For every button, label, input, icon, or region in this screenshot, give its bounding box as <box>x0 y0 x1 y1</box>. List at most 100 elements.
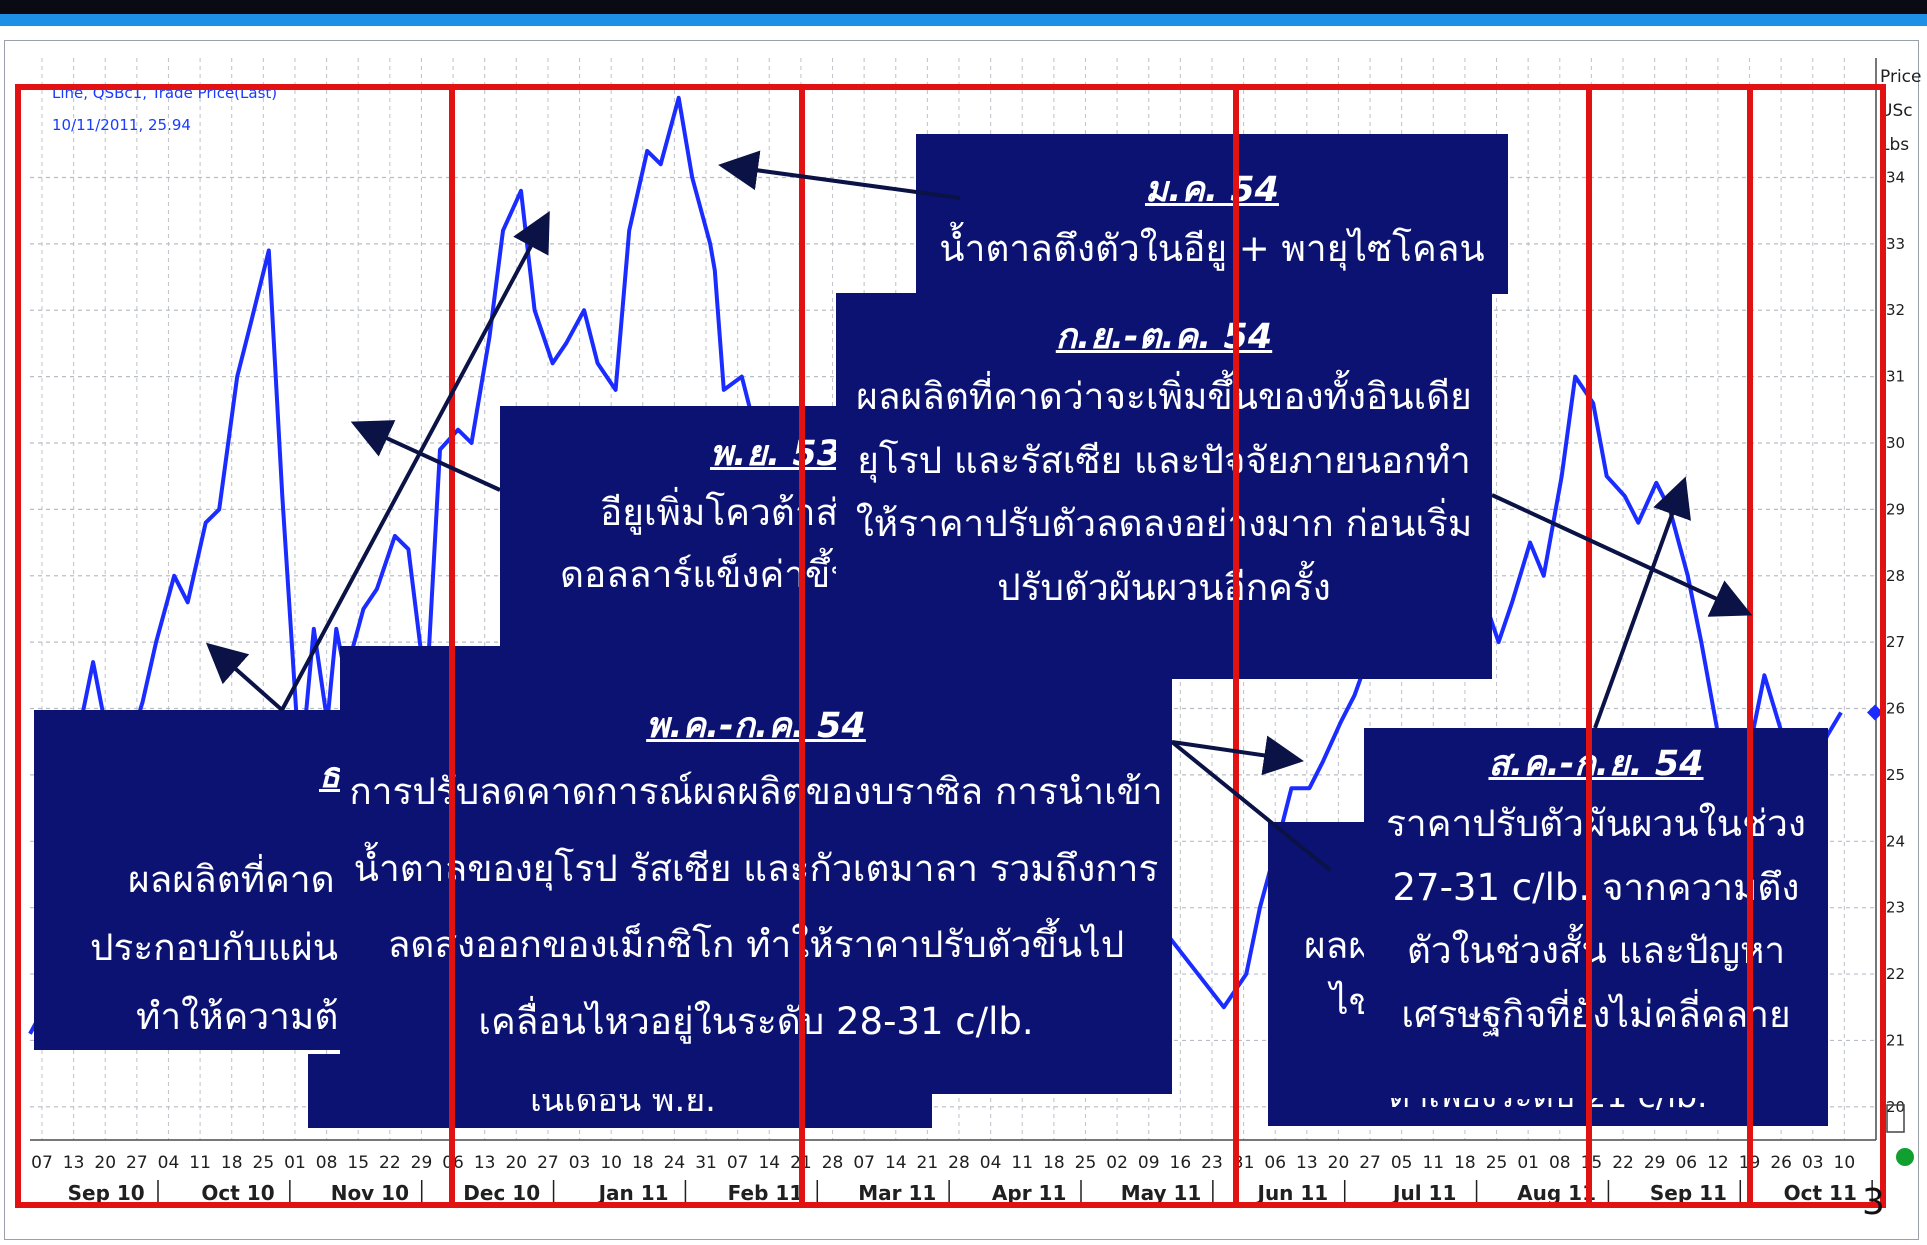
annotation-title-jan: ม.ค. 54 <box>1145 170 1279 210</box>
annotation-title-may-jul: พ.ค.-ก.ค. 54 <box>646 706 866 746</box>
last-price-marker <box>1866 704 1883 721</box>
x-day-tick-label: 11 <box>189 1153 211 1173</box>
x-day-tick-label: 26 <box>1770 1153 1792 1173</box>
status-dot <box>1896 1148 1914 1166</box>
price-axis-label-1: Price <box>1880 67 1921 87</box>
x-day-tick-label: 18 <box>632 1153 654 1173</box>
x-day-tick-label: 07 <box>31 1153 53 1173</box>
x-day-tick-label: 04 <box>980 1153 1002 1173</box>
annotation-line: น้ำตาลตึงตัวในอียู + พายุไซโคลน <box>939 227 1485 270</box>
x-day-tick-label: 13 <box>63 1153 85 1173</box>
x-day-tick-label: 15 <box>347 1153 369 1173</box>
annotation-line: การปรับลดคาดการณ์ผลผลิตของบราซิล การนำเข… <box>349 770 1163 813</box>
x-day-tick-label: 18 <box>221 1153 243 1173</box>
x-day-tick-label: 04 <box>158 1153 180 1173</box>
annotation-title-aug-sep: ส.ค.-ก.ย. 54 <box>1488 744 1704 784</box>
scroll-box-icon[interactable] <box>1886 1104 1905 1133</box>
y-tick-label: 20 <box>1886 1098 1905 1116</box>
x-day-tick-label: 11 <box>1422 1153 1444 1173</box>
x-month-tick-label: Jan 11 <box>597 1181 669 1205</box>
price-axis-label-3: Lbs <box>1880 135 1909 155</box>
y-tick-label: 24 <box>1886 832 1905 850</box>
x-day-tick-label: 11 <box>1011 1153 1033 1173</box>
x-day-tick-label: 25 <box>1486 1153 1508 1173</box>
annotation-line: ผลผลิตที่คาดว่าจะเพิ่มขึ้นของทั้งอินเดีย <box>856 375 1472 418</box>
x-day-tick-label: 18 <box>1043 1153 1065 1173</box>
y-tick-label: 27 <box>1886 633 1905 651</box>
x-day-tick-label: 23 <box>1201 1153 1223 1173</box>
page-number: 3 <box>1862 1182 1885 1223</box>
legend-line-1: Line, QSBc1, Trade Price(Last) <box>52 84 277 102</box>
x-month-tick-label: Feb 11 <box>728 1181 804 1205</box>
x-month-tick-label: Apr 11 <box>992 1181 1066 1205</box>
annotation-box-nov: พ.ย. 53 อียูเพิ่มโควต้าส่งออก ดอลลาร์แข็… <box>500 406 923 646</box>
x-month-tick-label: May 11 <box>1121 1181 1202 1205</box>
x-day-tick-label: 01 <box>1517 1153 1539 1173</box>
x-month-tick-label: Dec 10 <box>463 1181 540 1205</box>
y-tick-label: 23 <box>1886 899 1905 917</box>
x-day-tick-label: 13 <box>474 1153 496 1173</box>
x-month-tick-label: Sep 11 <box>1650 1181 1727 1205</box>
x-month-tick-label: Mar 11 <box>858 1181 936 1205</box>
x-day-ticks: 07 13 20 27 04 11 18 25 01 08 15 22 29 06 13 20 27 03 10 18… <box>31 1153 1855 1173</box>
x-day-tick-label: 25 <box>1075 1153 1097 1173</box>
x-day-tick-label: 29 <box>1644 1153 1666 1173</box>
annotation-line: ยุโรป และรัสเซีย และปัจจัยภายนอกทำ <box>857 438 1471 482</box>
chart-frame <box>4 40 1919 1240</box>
x-day-tick-label: 15 <box>1581 1153 1603 1173</box>
annotation-line: ลดส่งออกของเม็กซิโก ทำให้ราคาปรับตัวขึ้น… <box>387 923 1125 967</box>
annotation-title-sep-oct: ก.ย.-ต.ค. 54 <box>1055 317 1273 357</box>
x-day-tick-label: 27 <box>126 1153 148 1173</box>
x-day-tick-label: 09 <box>1138 1153 1160 1173</box>
x-day-tick-label: 27 <box>1359 1153 1381 1173</box>
x-day-tick-label: 16 <box>1170 1153 1192 1173</box>
x-month-tick-label: Jul 11 <box>1391 1181 1456 1205</box>
x-day-tick-label: 22 <box>1612 1153 1634 1173</box>
annotation-line: ราคาปรับตัวผันผวนในช่วง <box>1386 802 1806 845</box>
x-day-tick-label: 28 <box>948 1153 970 1173</box>
x-day-tick-label: 02 <box>1106 1153 1128 1173</box>
annotation-line: น้ำตาลของยุโรป รัสเซีย และกัวเตมาลา รวมถ… <box>353 846 1159 890</box>
x-month-tick-label: Oct 10 <box>201 1181 274 1205</box>
annotation-box-sep-oct: ก.ย.-ต.ค. 54 ผลผลิตที่คาดว่าจะเพิ่มขึ้นข… <box>836 293 1492 679</box>
x-month-tick-label: Sep 10 <box>68 1181 145 1205</box>
annotation-line: เศรษฐกิจที่ยังไม่คลี่คลาย <box>1401 992 1791 1036</box>
x-day-tick-label: 19 <box>1739 1153 1761 1173</box>
annotation-line: ให้ราคาปรับตัวลดลงอย่างมาก ก่อนเริ่ม <box>855 502 1473 546</box>
x-month-tick-label: Aug 11 <box>1517 1181 1596 1205</box>
x-day-tick-label: 08 <box>316 1153 338 1173</box>
x-day-tick-label: 20 <box>1328 1153 1350 1173</box>
y-tick-label: 31 <box>1886 368 1905 386</box>
x-day-tick-label: 28 <box>822 1153 844 1173</box>
x-day-tick-label: 14 <box>885 1153 907 1173</box>
legend-line-2: 10/11/2011, 25.94 <box>52 116 191 134</box>
x-day-tick-label: 07 <box>853 1153 875 1173</box>
annotation-box-may-jul: พ.ค.-ก.ค. 54 การปรับลดคาดการณ์ผลผลิตของบ… <box>340 646 1172 1094</box>
y-tick-label: 29 <box>1886 500 1905 518</box>
y-tick-label: 21 <box>1886 1031 1905 1049</box>
price-axis-label-2: USc <box>1880 101 1913 121</box>
x-day-tick-label: 18 <box>1454 1153 1476 1173</box>
annotation-box-aug-sep: ส.ค.-ก.ย. 54 ราคาปรับตัวผันผวนในช่วง 27-… <box>1364 728 1828 1098</box>
y-tick-label: 32 <box>1886 301 1905 319</box>
x-month-tick-label: Nov 10 <box>331 1181 409 1205</box>
x-day-tick-label: 10 <box>600 1153 622 1173</box>
y-tick-label: 33 <box>1886 235 1905 253</box>
x-day-tick-label: 29 <box>411 1153 433 1173</box>
y-ticks: 20 21 22 23 24 25 26 27 28 29 30 31 32 33 34 <box>1886 168 1905 1115</box>
x-day-tick-label: 05 <box>1391 1153 1413 1173</box>
x-day-tick-label: 31 <box>695 1153 717 1173</box>
annotation-line: ตัวในช่วงสั้น และปัญหา <box>1406 929 1786 973</box>
x-day-tick-label: 10 <box>1834 1153 1856 1173</box>
x-day-tick-label: 03 <box>1802 1153 1824 1173</box>
x-day-tick-label: 31 <box>1233 1153 1255 1173</box>
x-day-tick-label: 21 <box>917 1153 939 1173</box>
x-day-tick-label: 27 <box>537 1153 559 1173</box>
annotation-box-jan: ม.ค. 54 น้ำตาลตึงตัวในอียู + พายุไซโคลน <box>916 134 1508 294</box>
y-tick-label: 34 <box>1886 168 1905 186</box>
x-day-tick-label: 07 <box>727 1153 749 1173</box>
x-day-tick-label: 08 <box>1549 1153 1571 1173</box>
annotation-line: เคลื่อนไหวอยู่ในระดับ 28-31 c/lb. <box>478 999 1034 1043</box>
x-day-tick-label: 21 <box>790 1153 812 1173</box>
y-tick-label: 26 <box>1886 700 1905 718</box>
